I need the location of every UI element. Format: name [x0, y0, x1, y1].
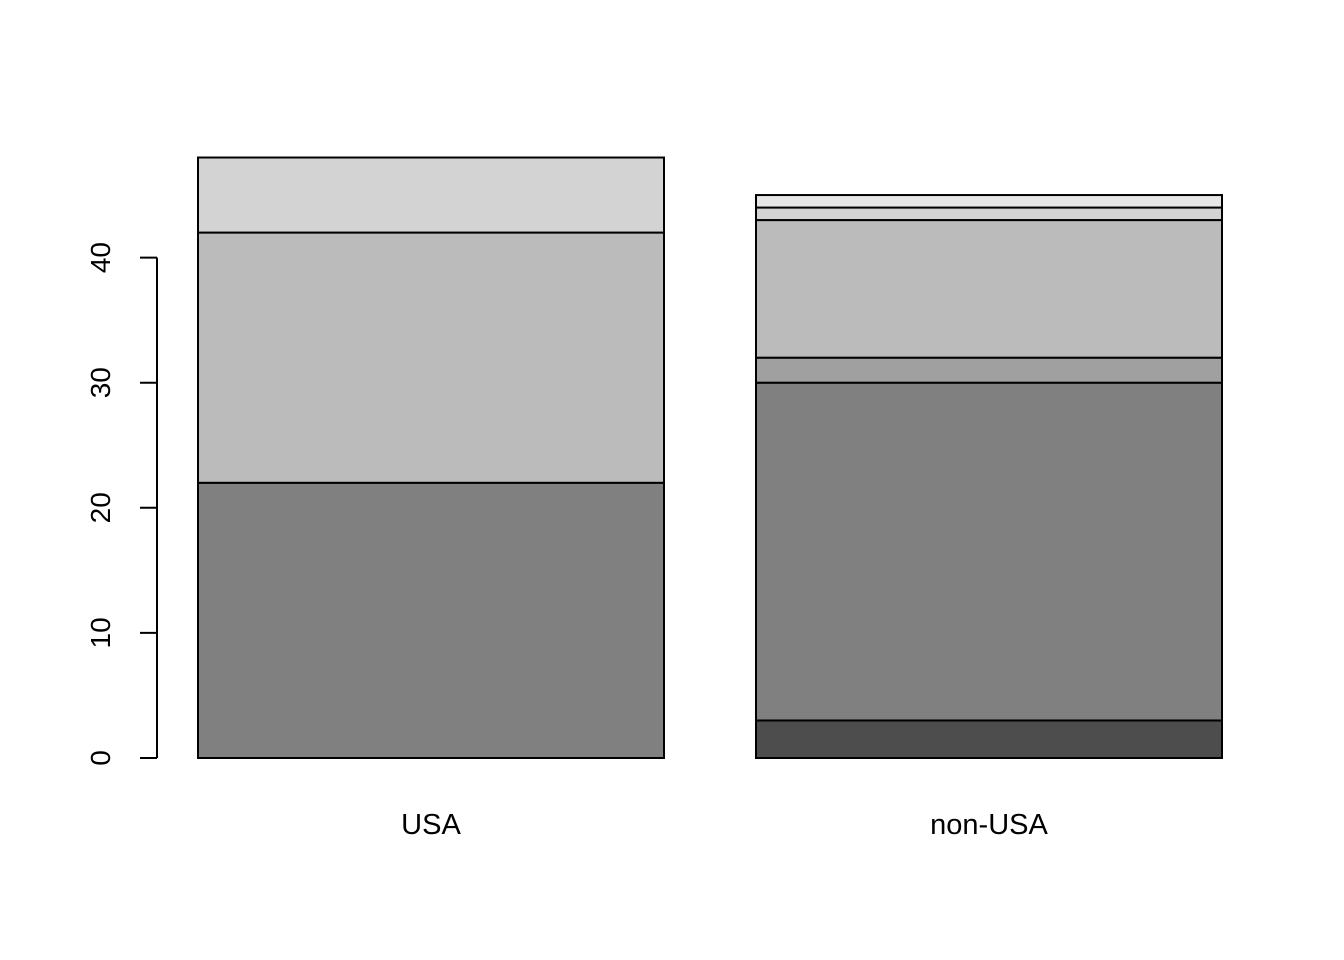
x-label-non-usa: non-USA	[930, 809, 1048, 841]
bars-group	[197, 156, 1223, 759]
bar-segment-non-usa-1	[755, 719, 1223, 759]
bar-segment-usa-1	[197, 481, 665, 759]
y-tick-label: 0	[85, 750, 116, 766]
y-tick-label: 20	[85, 492, 116, 523]
bar-segment-usa-3	[197, 156, 665, 234]
bar-segment-usa-2	[197, 231, 665, 484]
y-tick-label: 40	[85, 242, 116, 273]
bar-segment-non-usa-6	[755, 194, 1223, 209]
bar-segment-non-usa-5	[755, 206, 1223, 222]
bar-segment-non-usa-2	[755, 381, 1223, 722]
bar-segment-non-usa-4	[755, 219, 1223, 359]
x-label-usa: USA	[401, 809, 461, 841]
y-axis: 0 10 20 30 40	[85, 242, 158, 766]
x-axis-labels: USA non-USA	[401, 809, 1048, 841]
bar-segment-non-usa-3	[755, 356, 1223, 384]
y-tick-label: 30	[85, 367, 116, 398]
y-tick-label: 10	[85, 617, 116, 648]
